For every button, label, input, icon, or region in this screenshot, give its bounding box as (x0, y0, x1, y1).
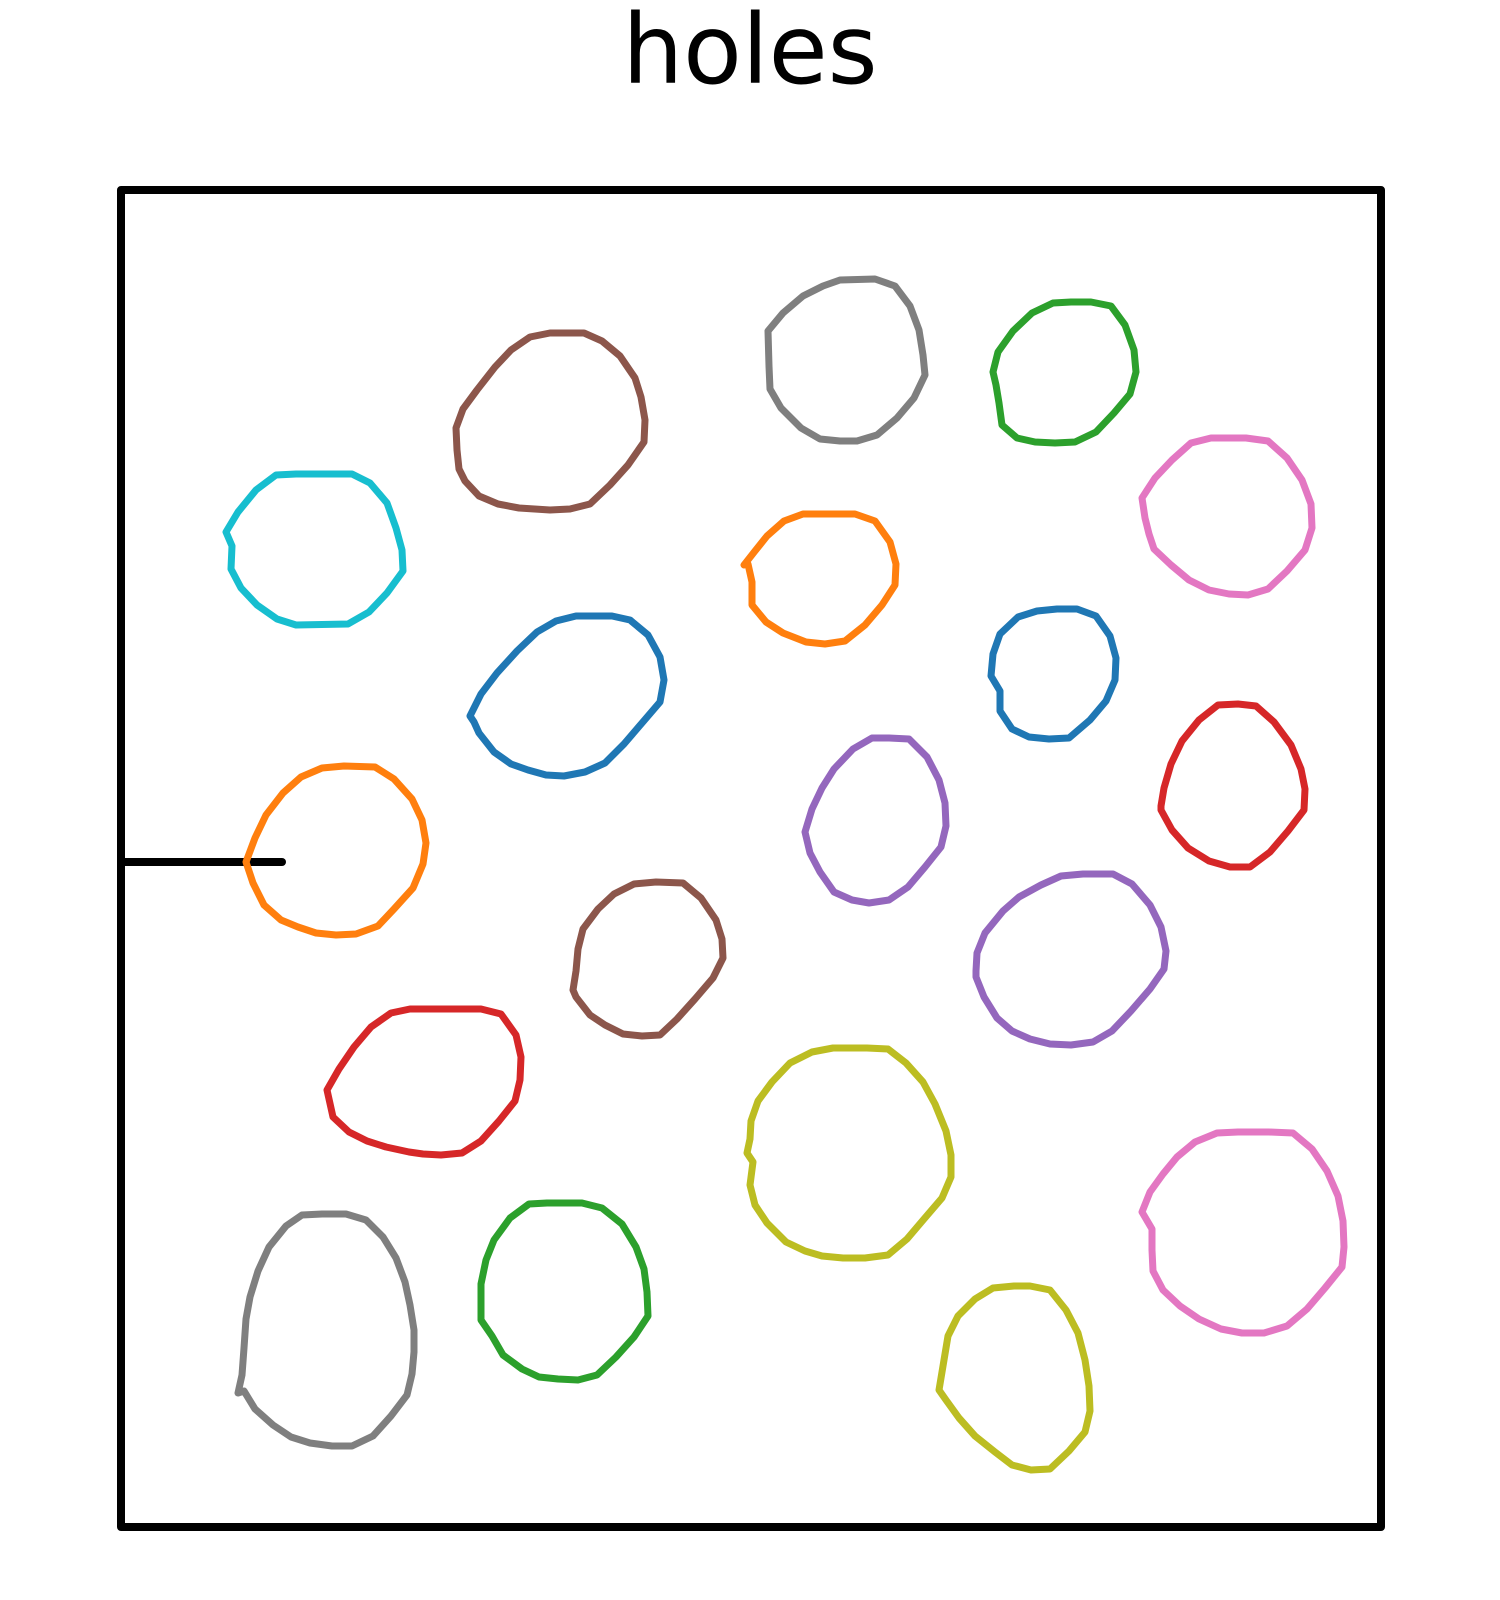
hole-outline-gray-top (764, 275, 929, 445)
hole-outline-pink-bottom (1138, 1128, 1348, 1337)
hole-outline-cyan (222, 470, 407, 629)
hole-outline-green-top (989, 298, 1140, 447)
hole-outline-blue-mid (466, 612, 668, 780)
hole-outline-green-bottom (477, 1199, 652, 1384)
hole-outline-gray-bottom (234, 1210, 418, 1450)
hole-outline-brown-mid (569, 878, 727, 1040)
holes-group (222, 275, 1348, 1474)
hole-outline-purple-right (972, 870, 1170, 1049)
hole-outline-red-right (1157, 700, 1309, 871)
hole-outline-pink-top (1138, 434, 1316, 599)
hole-outline-purple-mid (801, 734, 950, 907)
hole-outline-olive-mid (743, 1044, 955, 1262)
hole-outline-blue-right (987, 605, 1120, 743)
diagram-title: holes (622, 0, 878, 106)
hole-outline-brown-top (452, 329, 649, 514)
hole-outline-red-left (323, 1005, 525, 1159)
hole-outline-olive-bottom (935, 1282, 1094, 1474)
hole-outline-orange-mid (740, 510, 900, 648)
outer-boundary (117, 186, 1385, 1531)
hole-outline-orange-left (242, 762, 430, 939)
